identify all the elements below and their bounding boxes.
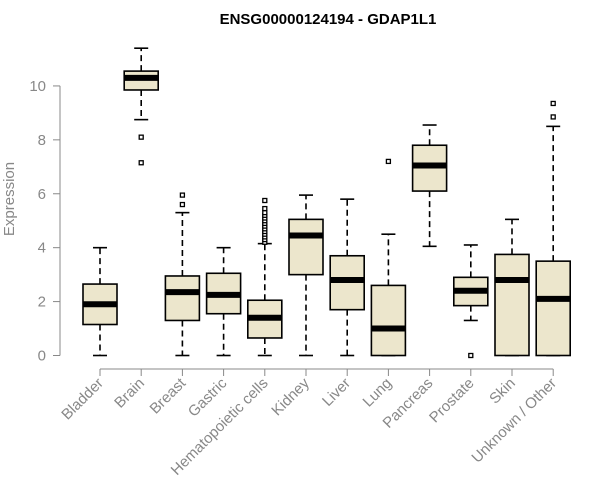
x-tick-label: Brain: [111, 375, 148, 412]
box-breast: [164, 192, 201, 357]
outlier-point: [138, 160, 144, 166]
box-kidney: [288, 194, 324, 357]
x-tick-label: Prostate: [426, 375, 478, 427]
box-hematopoietic-cells: [247, 197, 283, 357]
outlier-point: [179, 201, 186, 208]
box-series: [82, 47, 572, 359]
outlier-point: [550, 100, 556, 107]
y-tick-label: 6: [38, 186, 46, 203]
y-tick-label: 4: [38, 240, 46, 257]
iqr-box: [164, 275, 201, 322]
y-axis: 0 2 4 6 8 10: [29, 78, 61, 365]
outlier-point: [179, 192, 186, 198]
x-tick-label: Breast: [147, 374, 190, 417]
y-axis-label: Expression: [1, 162, 18, 236]
iqr-box: [494, 253, 530, 357]
box-brain: [123, 47, 159, 166]
y-tick-label: 0: [38, 348, 46, 365]
x-tick-label: Liver: [319, 375, 354, 410]
box-lung: [370, 158, 407, 357]
iqr-box: [535, 260, 572, 357]
y-tick-label: 8: [38, 132, 46, 149]
x-tick-label: Lung: [360, 375, 396, 411]
iqr-box: [370, 284, 407, 357]
outlier-point: [385, 158, 392, 165]
y-tick-label: 10: [29, 78, 46, 95]
box-bladder: [82, 246, 118, 357]
x-tick-label: Kidney: [268, 374, 313, 419]
y-tick-label: 2: [38, 294, 46, 311]
outlier-point: [550, 114, 556, 120]
outlier-point: [262, 197, 268, 204]
outlier-point: [138, 134, 144, 140]
box-liver: [329, 198, 366, 357]
box-pancreas: [411, 124, 448, 248]
box-unknown-other: [535, 100, 572, 357]
x-tick-label: Skin: [486, 375, 519, 408]
outlier-point: [262, 205, 268, 212]
x-tick-label: Bladder: [58, 375, 107, 424]
box-prostate: [452, 244, 489, 359]
box-skin: [494, 218, 530, 357]
outlier-point: [468, 352, 474, 359]
iqr-box: [288, 218, 324, 276]
box-gastric: [205, 246, 242, 357]
chart-title: ENSG00000124194 - GDAP1L1: [220, 11, 437, 28]
